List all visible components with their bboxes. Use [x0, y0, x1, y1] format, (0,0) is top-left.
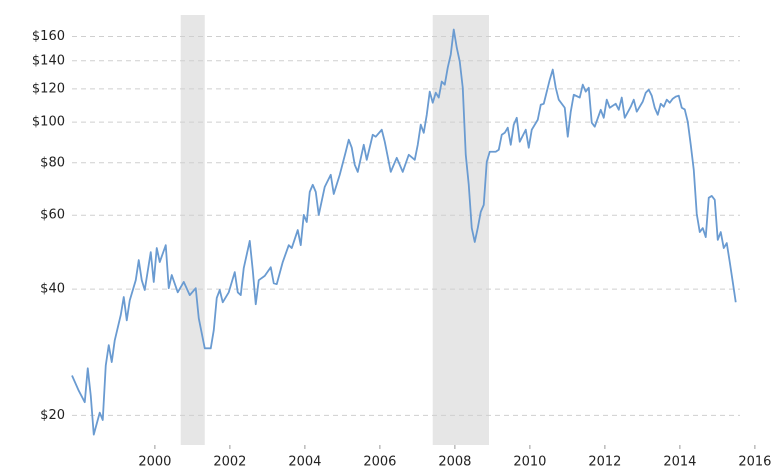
price-line [71, 28, 737, 436]
x-tick-label: 2014 [663, 455, 696, 470]
x-tick-label: 2008 [438, 455, 471, 470]
x-tick-label: 2012 [588, 455, 621, 470]
y-tick-label: $20 [40, 408, 65, 423]
recession-band [432, 15, 489, 445]
y-tick-label: $160 [32, 29, 65, 44]
x-tick-label: 2006 [363, 455, 396, 470]
x-tick-label: 2010 [513, 455, 546, 470]
y-tick-label: $120 [32, 81, 65, 96]
y-tick-label: $80 [40, 155, 65, 170]
recession-band [180, 15, 205, 445]
y-tick-label: $60 [40, 208, 65, 223]
y-tick-label: $140 [32, 53, 65, 68]
y-tick-label: $100 [32, 115, 65, 130]
x-tick-label: 2004 [288, 455, 321, 470]
x-tick-label: 2000 [138, 455, 171, 470]
x-tick-label: 2002 [213, 455, 246, 470]
y-tick-label: $40 [40, 282, 65, 297]
x-tick-label: 2016 [738, 455, 771, 470]
